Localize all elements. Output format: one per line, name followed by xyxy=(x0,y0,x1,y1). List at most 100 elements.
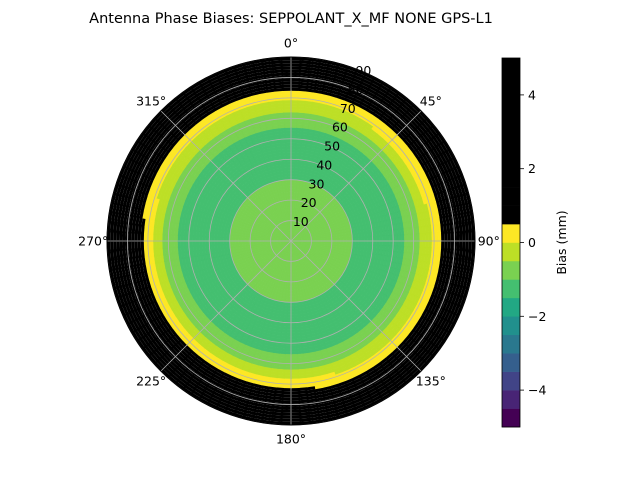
contour-cell xyxy=(362,95,373,104)
contour-cell xyxy=(451,187,458,199)
contour-cell xyxy=(326,66,338,73)
contour-cell xyxy=(453,166,461,179)
contour-cell xyxy=(450,196,457,208)
contour-cell xyxy=(444,149,453,162)
contour-cell xyxy=(324,75,336,82)
contour-cell xyxy=(450,167,458,180)
contour-cell xyxy=(290,84,300,88)
contour-cell xyxy=(384,121,395,130)
contour-cell xyxy=(336,65,348,73)
contour-cell xyxy=(434,133,444,145)
contour-cell xyxy=(444,170,452,182)
contour-cell xyxy=(376,89,387,98)
contour-cell xyxy=(366,105,377,113)
contour-cell xyxy=(316,68,329,74)
contour-cell xyxy=(420,121,430,132)
contour-cell xyxy=(436,132,446,144)
contour-cell xyxy=(426,128,436,139)
contour-cell xyxy=(385,91,397,101)
contour-cell xyxy=(393,124,403,134)
contour-cell xyxy=(431,146,441,158)
contour-cell xyxy=(372,111,382,120)
contour-cell xyxy=(370,79,383,88)
contour-cell xyxy=(405,123,415,133)
contour-cell xyxy=(412,150,421,160)
contour-cell xyxy=(432,166,440,177)
contour-cell xyxy=(419,155,427,166)
contour-cell xyxy=(436,183,443,194)
contour-cell xyxy=(419,144,428,155)
contour-cell xyxy=(401,115,411,125)
contour-cell xyxy=(361,98,372,106)
contour-cell xyxy=(447,148,456,160)
contour-cell xyxy=(453,176,461,188)
contour-cell xyxy=(418,123,428,134)
contour-cell xyxy=(377,104,388,113)
contour-cell xyxy=(298,81,309,86)
contour-cell xyxy=(407,143,416,154)
contour-cell xyxy=(449,158,457,170)
contour-cell xyxy=(443,160,452,172)
contour-cell xyxy=(380,113,391,123)
contour-cell xyxy=(439,141,449,153)
contour-cell xyxy=(418,110,429,121)
contour-cell xyxy=(290,87,300,91)
contour-cell xyxy=(308,60,321,66)
contour-cell xyxy=(427,177,435,188)
contour-cell xyxy=(315,80,326,86)
contour-cell xyxy=(456,194,463,207)
contour-cell xyxy=(352,97,363,105)
contour-cell xyxy=(409,105,420,116)
contour-cell xyxy=(426,139,436,150)
contour-cell xyxy=(456,185,464,197)
contour-cell xyxy=(448,188,455,199)
contour-cell xyxy=(398,129,408,139)
contour-cell xyxy=(401,127,411,137)
contour-cell xyxy=(338,89,349,96)
contour-cell xyxy=(390,126,400,136)
contour-cell xyxy=(317,62,330,68)
contour-cell xyxy=(422,119,433,130)
contour-cell xyxy=(366,87,378,96)
contour-cell xyxy=(423,162,431,173)
contour-cell xyxy=(290,69,301,73)
contour-cell xyxy=(325,69,338,76)
contour-cell xyxy=(361,78,373,86)
chart-title: Antenna Phase Biases: SEPPOLANT_X_MF NON… xyxy=(89,11,493,27)
contour-cell xyxy=(459,174,467,186)
contour-cell xyxy=(290,66,302,70)
contour-cell xyxy=(345,94,356,102)
contour-cell xyxy=(290,72,301,76)
contour-cell xyxy=(413,114,424,125)
contour-cell xyxy=(436,174,444,185)
contour-cell xyxy=(465,192,472,205)
contour-cell xyxy=(333,77,344,84)
contour-cell xyxy=(334,71,346,78)
contour-cell xyxy=(436,191,443,203)
contour-cell xyxy=(299,60,311,65)
contour-cell xyxy=(318,59,331,65)
contour-cell xyxy=(336,63,349,70)
contour-cell xyxy=(421,153,430,164)
contour-cell xyxy=(382,111,392,120)
contour-cell xyxy=(388,116,399,126)
contour-cell xyxy=(313,89,324,95)
contour-cell xyxy=(370,99,381,108)
contour-cell xyxy=(426,160,434,171)
contour-cell xyxy=(459,194,466,206)
contour-cell xyxy=(438,163,446,175)
contour-cell xyxy=(431,135,441,147)
contour-cell xyxy=(365,107,376,116)
contour-cell xyxy=(343,74,355,81)
contour-cell xyxy=(368,84,380,93)
contour-cell xyxy=(442,189,449,201)
contour-cell xyxy=(462,193,469,205)
contour-cell xyxy=(337,92,348,99)
contour-cell xyxy=(342,77,354,84)
contour-cell xyxy=(445,179,452,191)
contour-cell xyxy=(380,81,393,90)
contour-cell xyxy=(407,121,417,131)
contour-cell xyxy=(451,177,458,189)
contour-cell xyxy=(394,109,405,119)
